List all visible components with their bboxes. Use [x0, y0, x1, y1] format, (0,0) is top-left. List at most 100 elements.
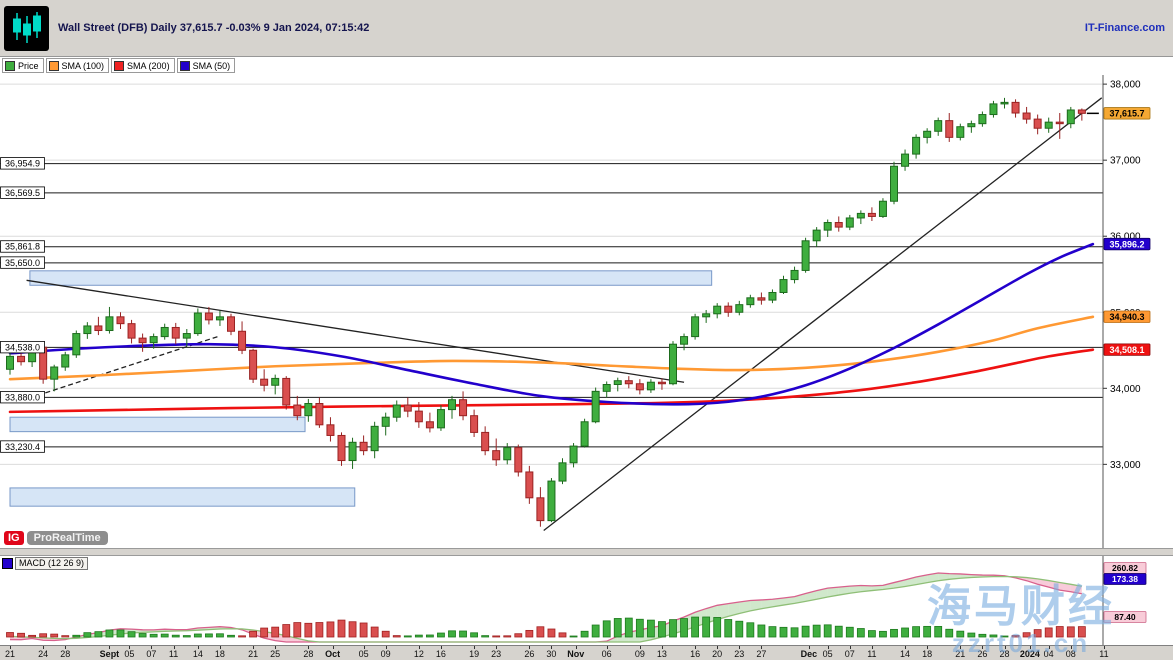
x-tick	[129, 646, 131, 649]
x-tick-label: 27	[756, 649, 767, 659]
supply-demand-zones[interactable]	[9, 270, 713, 507]
grid-lines	[0, 83, 1103, 465]
x-tick-label: 24	[38, 649, 49, 659]
x-tick	[440, 646, 442, 649]
level-labels: 36,954.9 36,569.5 35,861.8 35,650.0 34,538.0…	[0, 157, 45, 453]
x-tick-label: 11	[1099, 649, 1109, 659]
x-tick-label: 05	[358, 649, 369, 659]
x-tick	[1070, 646, 1072, 649]
x-tick	[275, 646, 277, 649]
x-tick-label: 05	[124, 649, 135, 659]
svg-text:37,000: 37,000	[1110, 156, 1141, 167]
svg-text:36,000: 36,000	[1110, 232, 1141, 243]
x-tick-label: 11	[168, 649, 179, 659]
svg-text:34,000: 34,000	[1110, 384, 1141, 395]
x-tick	[761, 646, 763, 649]
x-tick	[332, 646, 334, 649]
time-axis[interactable]: 21 24 28 Sept 05 07 11 14 18 21 25 28 Oct 05 09 12 16 19 2…	[0, 645, 1173, 660]
x-tick	[905, 646, 907, 649]
x-tick	[982, 646, 984, 649]
ig-logo: IG	[4, 531, 24, 545]
legend-label: Price	[18, 60, 39, 71]
legend-label: SMA (100)	[61, 60, 105, 71]
x-tick-label: 12	[413, 649, 424, 659]
x-tick-label: 21	[248, 649, 259, 659]
x-tick	[197, 646, 199, 649]
x-tick-label: 07	[146, 649, 157, 659]
sma-100-line[interactable]	[8, 315, 1095, 381]
legend-item-sma-100[interactable]: SMA (100)	[45, 58, 110, 73]
svg-text:173.38: 173.38	[1112, 574, 1138, 584]
legend-label: SMA (50)	[192, 60, 231, 71]
svg-text:34,508.1: 34,508.1	[1109, 345, 1144, 355]
x-tick-label: Oct	[325, 649, 341, 659]
brand-link[interactable]: IT-Finance.com	[1084, 22, 1165, 34]
x-tick	[927, 646, 929, 649]
x-tick	[1103, 646, 1105, 649]
svg-text:33,000: 33,000	[1110, 460, 1141, 471]
macd-indicator-text: MACD (12 26 9)	[15, 557, 89, 570]
horizontal-levels[interactable]	[0, 163, 1103, 448]
x-tick-label: 23	[491, 649, 502, 659]
legend-item-sma-200[interactable]: SMA (200)	[111, 58, 175, 73]
x-tick	[253, 646, 255, 649]
svg-text:33,230.4: 33,230.4	[5, 442, 40, 452]
candles	[6, 97, 1086, 527]
x-tick	[551, 646, 553, 649]
legend-swatch	[5, 60, 15, 71]
x-tick-label: 28	[999, 649, 1010, 659]
sma-200-line[interactable]	[8, 348, 1095, 414]
x-tick-label: 20	[712, 649, 723, 659]
x-tick-label: 26	[977, 649, 988, 659]
prorealtime-badge[interactable]: IG ProRealTime	[4, 531, 108, 545]
legend-swatch	[179, 60, 190, 71]
sma-50-line[interactable]	[8, 242, 1095, 406]
pane-divider[interactable]	[0, 548, 1173, 556]
x-tick	[871, 646, 873, 649]
x-tick-label: Dec	[800, 649, 818, 659]
legend-item-price[interactable]: Price	[2, 58, 44, 73]
legend-label: SMA (200)	[127, 60, 170, 71]
svg-text:38,000: 38,000	[1110, 80, 1141, 91]
x-tick	[109, 646, 111, 649]
svg-text:37,615.7: 37,615.7	[1109, 109, 1144, 119]
legend-item-sma-50[interactable]: SMA (50)	[176, 58, 236, 73]
x-tick	[575, 646, 577, 649]
x-tick	[739, 646, 741, 649]
x-tick	[1029, 646, 1031, 649]
x-tick-label: 23	[734, 649, 745, 659]
x-tick	[827, 646, 829, 649]
x-tick-label: 14	[900, 649, 911, 659]
page-title: Wall Street (DFB) Daily 37,615.7 -0.03% …	[58, 22, 370, 34]
x-tick-label: 13	[656, 649, 667, 659]
candlestick-logo-icon	[12, 12, 41, 43]
x-tick	[385, 646, 387, 649]
svg-text:34,538.0: 34,538.0	[5, 342, 40, 352]
macd-histogram	[6, 616, 1086, 638]
x-tick	[363, 646, 365, 649]
svg-text:34,940.3: 34,940.3	[1109, 312, 1144, 322]
trend-lines[interactable]	[26, 97, 1103, 532]
svg-text:87.40: 87.40	[1114, 612, 1136, 622]
price-chart[interactable]: 33,00034,00035,00036,00037,00038,00036,9…	[0, 75, 1173, 548]
svg-text:35,896.2: 35,896.2	[1109, 239, 1144, 249]
x-tick-label: 21	[955, 649, 966, 659]
svg-text:35,861.8: 35,861.8	[5, 242, 40, 252]
series-legend: Price SMA (100) SMA (200) SMA (50)	[0, 57, 1173, 75]
x-tick-label: 2024	[1019, 649, 1040, 659]
macd-indicator-label[interactable]: MACD (12 26 9)	[2, 557, 89, 570]
svg-text:36,954.9: 36,954.9	[5, 159, 40, 169]
x-tick-label: 06	[601, 649, 612, 659]
x-tick-label: 28	[303, 649, 314, 659]
svg-text:33,880.0: 33,880.0	[5, 392, 40, 402]
x-tick-label: 18	[922, 649, 933, 659]
x-tick	[1048, 646, 1050, 649]
app-logo[interactable]	[4, 5, 49, 51]
x-tick	[219, 646, 221, 649]
svg-text:36,569.5: 36,569.5	[5, 188, 40, 198]
x-tick-label: 05	[822, 649, 833, 659]
x-tick	[496, 646, 498, 649]
legend-swatch	[48, 60, 59, 71]
